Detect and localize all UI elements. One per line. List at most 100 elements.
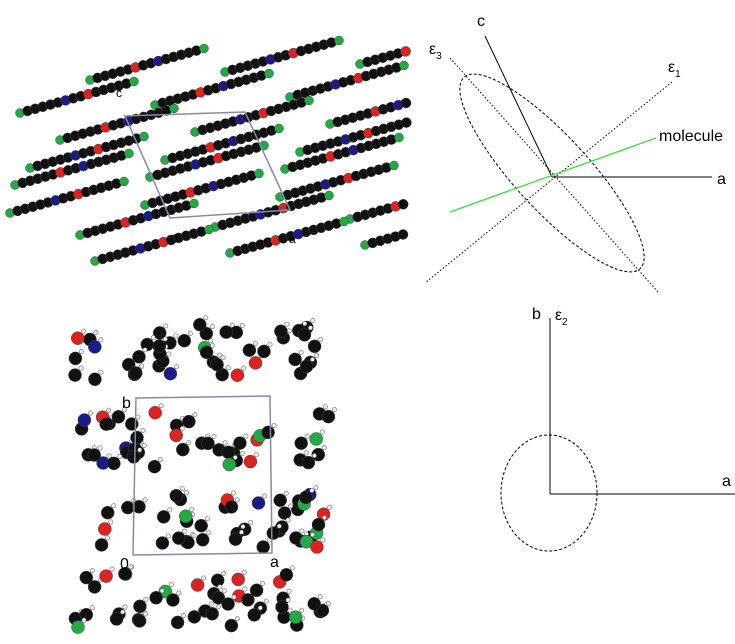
atom <box>305 434 309 438</box>
atom <box>253 341 257 345</box>
cell-label: 0 <box>120 556 129 573</box>
cell-label: b <box>122 395 131 412</box>
axis-label: a <box>717 171 726 188</box>
atom <box>318 595 322 599</box>
atom <box>109 520 113 524</box>
atom <box>98 446 102 450</box>
atom <box>272 423 276 427</box>
atom <box>280 568 293 581</box>
atom <box>82 329 86 333</box>
atom <box>188 332 192 336</box>
atom <box>88 449 101 462</box>
atom <box>285 322 289 326</box>
atom <box>318 337 322 341</box>
atom <box>150 591 163 604</box>
atom <box>125 149 134 158</box>
atom <box>310 488 314 492</box>
atom <box>127 450 140 463</box>
atom <box>223 458 236 471</box>
atom <box>287 329 291 333</box>
atom <box>244 455 257 468</box>
atom <box>112 410 125 423</box>
atom <box>129 367 142 380</box>
atom <box>225 500 238 513</box>
atom <box>401 118 411 128</box>
atom <box>222 598 235 611</box>
atom <box>200 346 213 359</box>
atom <box>308 597 321 610</box>
atom <box>303 321 307 325</box>
axis-label: c <box>477 13 485 30</box>
atom <box>222 571 226 575</box>
atom <box>172 532 185 545</box>
atom <box>184 490 188 494</box>
atom <box>325 191 334 200</box>
atom <box>130 77 139 86</box>
atom <box>98 523 111 536</box>
atom <box>212 434 216 438</box>
atom <box>200 44 209 53</box>
atom <box>311 318 315 322</box>
atom <box>229 533 242 546</box>
atom <box>276 601 289 614</box>
atom <box>233 455 237 459</box>
atom <box>302 456 315 469</box>
atom <box>101 506 114 519</box>
atom <box>231 491 235 495</box>
atom <box>242 570 246 574</box>
atom <box>118 454 122 458</box>
atom <box>149 406 162 419</box>
atom <box>148 460 161 473</box>
atom <box>211 574 224 587</box>
atom <box>174 334 178 338</box>
atom <box>180 426 184 430</box>
atom <box>153 340 166 353</box>
molecule-axis <box>450 138 656 212</box>
atom <box>159 404 163 408</box>
atom <box>240 451 244 455</box>
atom <box>222 446 235 459</box>
atom <box>312 518 325 531</box>
atom <box>211 358 224 371</box>
atom <box>401 98 411 108</box>
atom <box>226 366 230 370</box>
atom <box>260 581 264 585</box>
atom <box>82 618 86 622</box>
atom <box>131 431 144 444</box>
atom <box>169 582 173 586</box>
atom <box>327 505 331 509</box>
atom <box>157 510 170 523</box>
atom <box>107 457 120 470</box>
atom <box>210 343 214 347</box>
atom <box>166 534 170 538</box>
atom <box>310 433 323 446</box>
atom <box>79 349 83 353</box>
atom <box>106 408 110 412</box>
atom <box>249 356 262 369</box>
atom <box>308 340 321 353</box>
atom <box>143 612 147 616</box>
atom <box>235 498 239 502</box>
subscript: 1 <box>675 69 681 80</box>
atom <box>138 448 142 452</box>
atom <box>400 61 409 70</box>
atom <box>100 570 113 583</box>
atom <box>110 613 123 626</box>
atom <box>232 595 236 599</box>
atom <box>187 440 191 444</box>
atom <box>88 373 101 386</box>
atom <box>80 571 93 584</box>
atom <box>192 533 196 537</box>
atom <box>123 605 127 609</box>
atom <box>277 524 281 528</box>
atom <box>140 364 144 368</box>
atom <box>332 407 336 411</box>
atom <box>164 367 177 380</box>
atom <box>78 414 91 427</box>
atom <box>244 434 248 438</box>
atom <box>181 613 185 617</box>
atom <box>156 537 169 550</box>
atom <box>112 504 116 508</box>
atom <box>401 46 411 56</box>
atom <box>300 360 313 373</box>
